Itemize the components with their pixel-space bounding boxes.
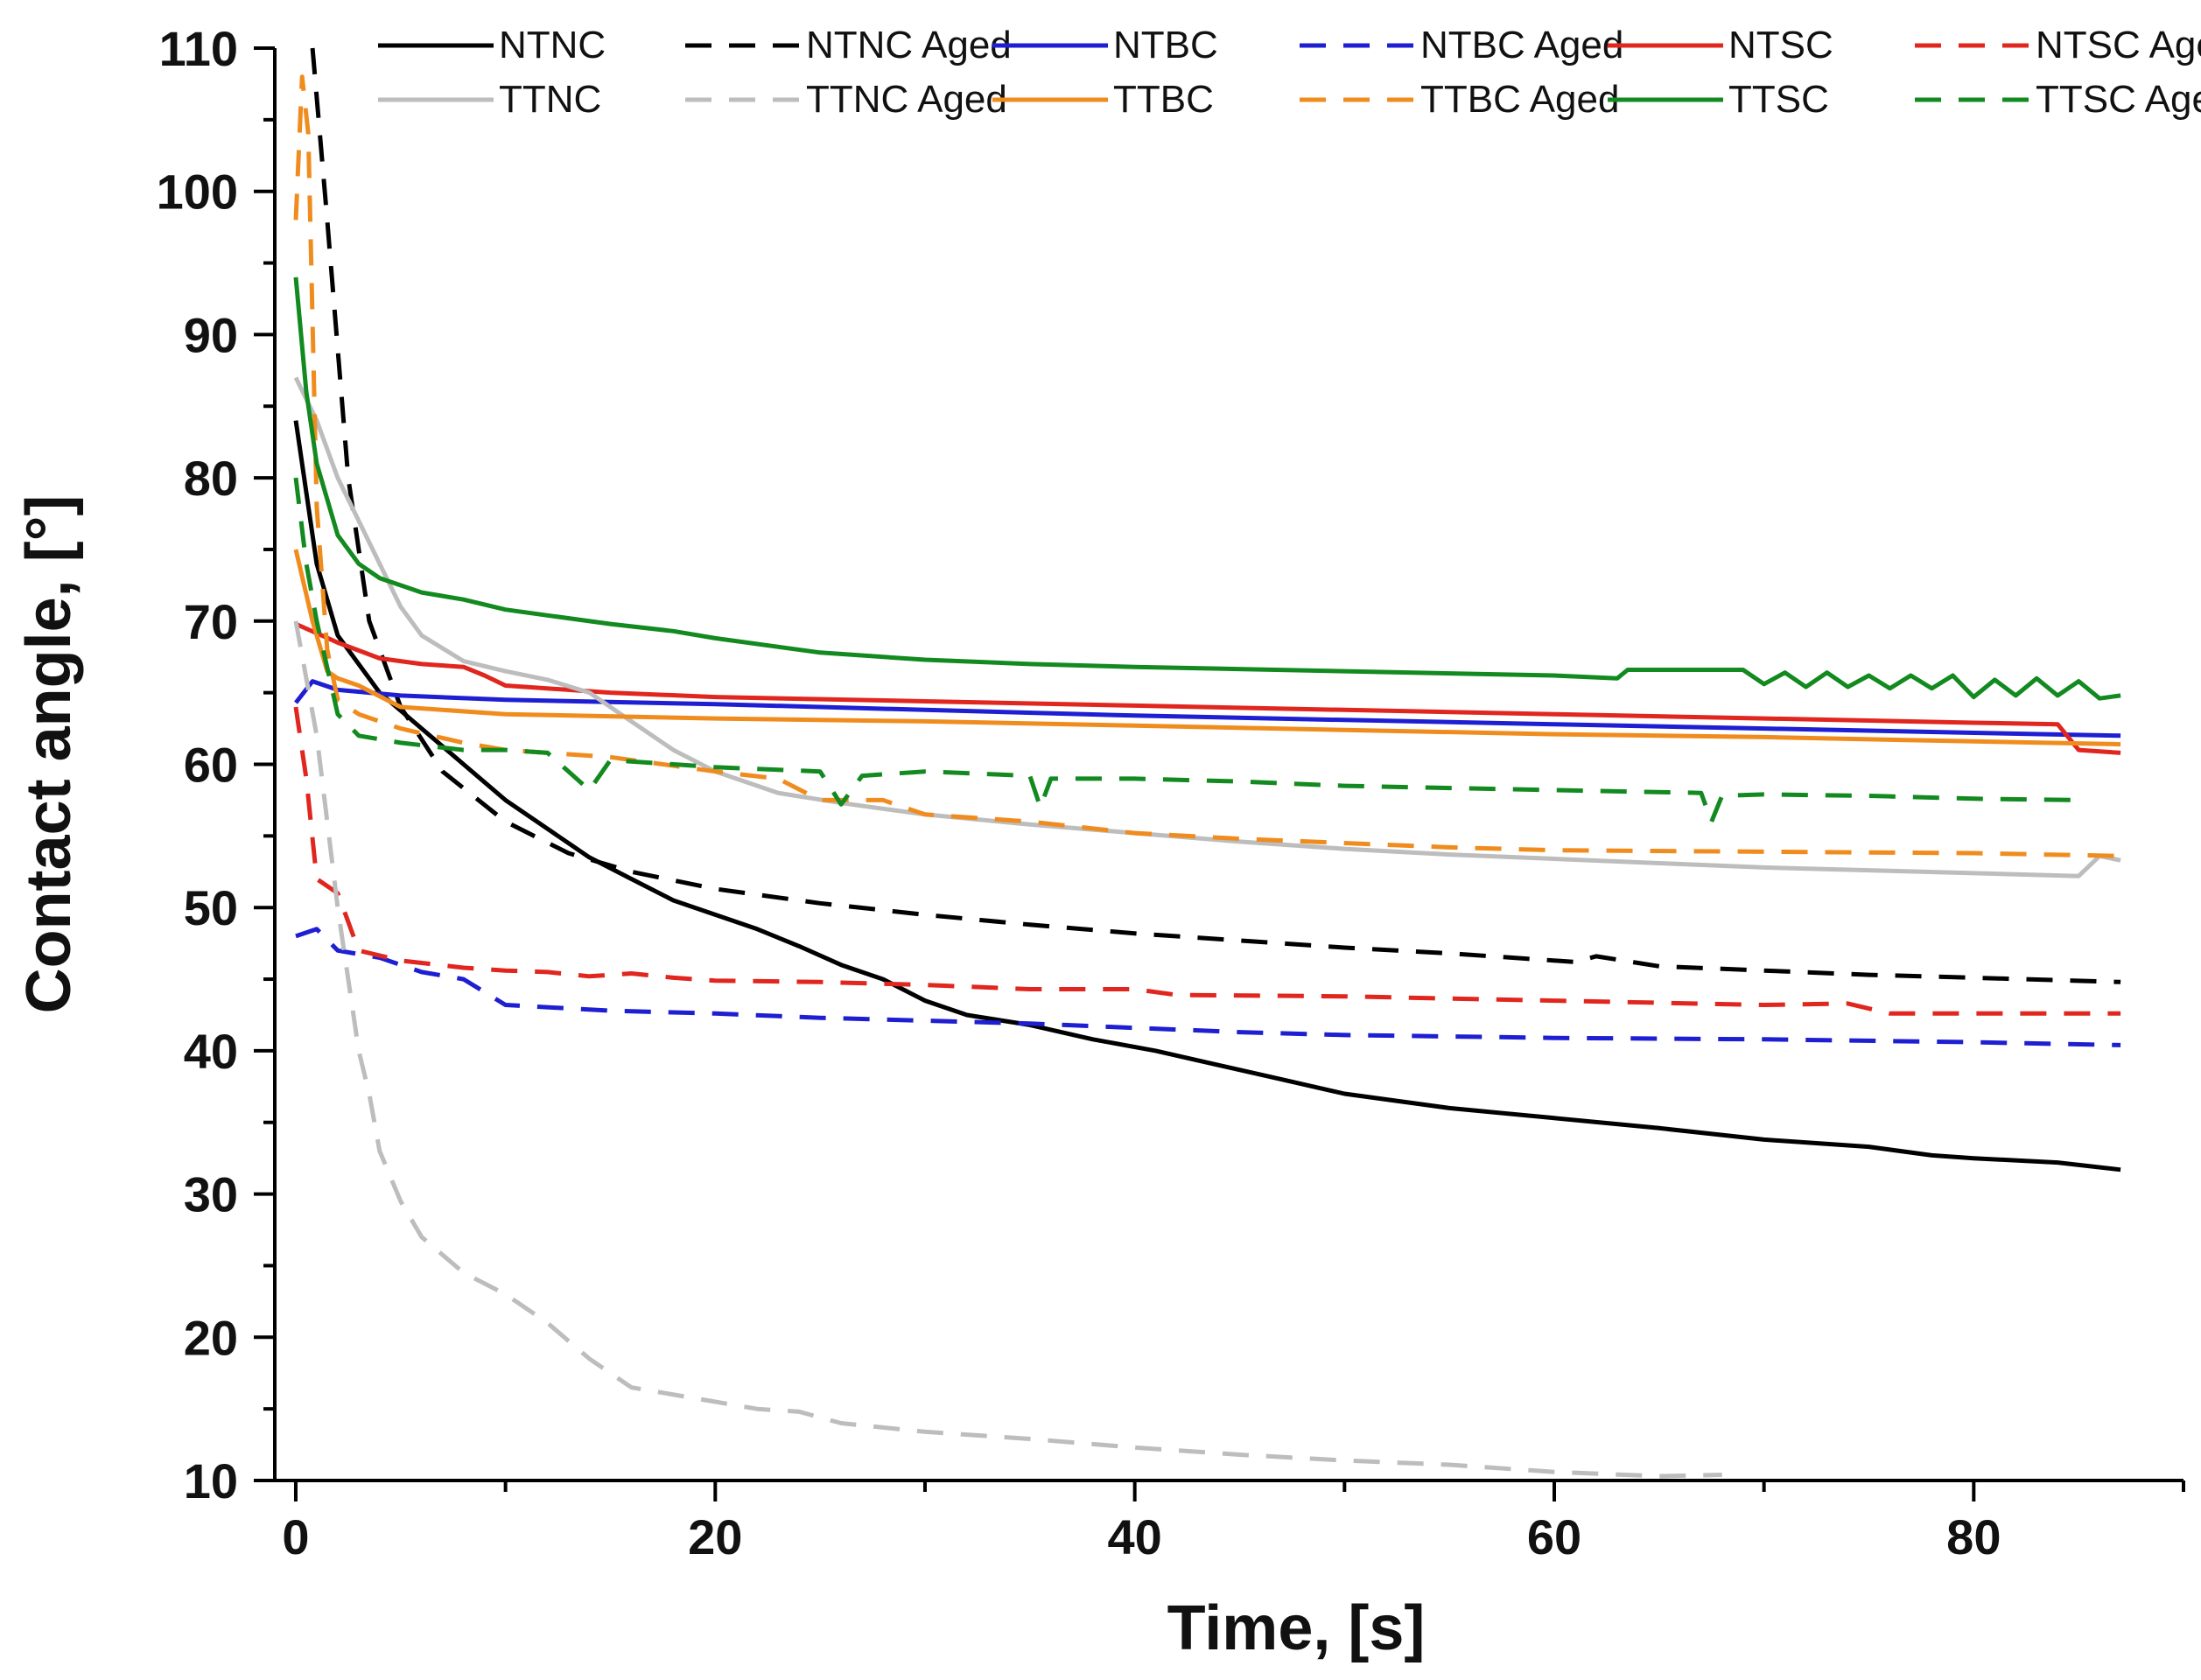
y-tick-label: 70 xyxy=(184,594,238,649)
series-line-ttnc-aged xyxy=(293,620,1722,1479)
x-tick-label: 0 xyxy=(282,1509,309,1564)
series-line-ntnc xyxy=(293,420,2121,1172)
legend-label-ttsc-aged: TTSC Aged xyxy=(2036,78,2201,121)
legend-label-ntsc: NTSC xyxy=(1728,24,1833,66)
series-line-ttnc xyxy=(293,376,2121,878)
series-line-ntsc xyxy=(294,621,2121,755)
y-tick-label: 80 xyxy=(184,451,238,506)
plot-lines xyxy=(293,47,2121,1479)
legend-label-ntbc-aged: NTBC Aged xyxy=(1420,24,1623,66)
y-tick-label: 10 xyxy=(184,1453,238,1508)
y-tick-label: 40 xyxy=(184,1024,238,1079)
y-tick-label: 100 xyxy=(157,164,238,220)
legend-label-ttnc-aged: TTNC Aged xyxy=(806,78,1007,121)
y-tick-label: 60 xyxy=(184,738,238,793)
legend-label-ttnc: TTNC xyxy=(499,78,601,121)
legend-label-ntsc-aged: NTSC Aged xyxy=(2036,24,2201,66)
x-tick-label: 60 xyxy=(1527,1509,1581,1564)
x-tick-label: 20 xyxy=(688,1509,742,1564)
y-tick-label: 30 xyxy=(184,1167,238,1222)
y-tick-label: 110 xyxy=(159,21,238,76)
y-tick-label: 90 xyxy=(184,307,238,362)
legend-label-ttsc: TTSC xyxy=(1728,78,1829,121)
x-tick-label: 40 xyxy=(1107,1509,1161,1564)
series-line-ttsc xyxy=(293,276,2121,701)
series-line-ntnc-aged xyxy=(310,47,2121,984)
axes xyxy=(273,48,2183,1482)
legend-label-ttbc-aged: TTBC Aged xyxy=(1420,78,1619,121)
x-axis-title: Time, [s] xyxy=(1167,1593,1426,1663)
axis-ticks: 10 20 30 40 50 60 70 80 90 100 110 0 20 40 60 80 xyxy=(157,21,2185,1564)
y-tick-label: 20 xyxy=(184,1310,238,1365)
legend-label-ttbc: TTBC xyxy=(1113,78,1214,121)
legend: NTNC NTNC Aged NTBC NTBC Aged NTSC NTSC Aged T… xyxy=(378,24,2201,121)
series-line-ntsc-aged xyxy=(293,706,2121,1016)
series-line-ttbc-aged xyxy=(293,74,2121,858)
legend-label-ntbc: NTBC xyxy=(1113,24,1218,66)
series-line-ttsc-aged xyxy=(293,477,2079,824)
series-line-ntbc-aged xyxy=(295,927,2121,1047)
y-axis-title: Contact angle, [°] xyxy=(14,495,84,1014)
legend-label-ntnc-aged: NTNC Aged xyxy=(806,24,1012,66)
legend-label-ntnc: NTNC xyxy=(499,24,606,66)
x-tick-label: 80 xyxy=(1946,1509,2001,1564)
y-tick-label: 50 xyxy=(184,880,238,935)
